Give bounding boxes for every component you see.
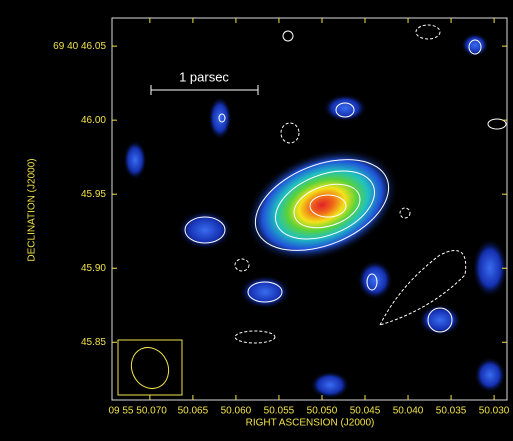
map-image: [123, 24, 507, 399]
beam-ellipse: [130, 347, 170, 389]
scale-bar-label: 1 parsec: [179, 69, 229, 84]
plot-frame: [111, 17, 508, 401]
y-tick-label: 45.85: [81, 337, 106, 348]
y-tick-label: 45.95: [81, 189, 106, 200]
y-axis-label: DECLINATION (J2000): [27, 158, 38, 261]
y-tick-label: 69 40 46.05: [53, 41, 106, 52]
x-tick-label: 50.035: [436, 406, 467, 417]
x-tick-label: 50.040: [393, 406, 424, 417]
x-axis-label: RIGHT ASCENSION (J2000): [246, 418, 375, 429]
x-tick-label: 50.055: [264, 406, 295, 417]
x-tick-label: 09 55 50.070: [108, 406, 167, 417]
x-tick-label: 50.065: [178, 406, 209, 417]
x-tick-label: 50.030: [479, 406, 510, 417]
x-tick-label: 50.050: [307, 406, 338, 417]
x-tick-label: 50.045: [350, 406, 381, 417]
y-tick-label: 46.00: [81, 115, 106, 126]
y-tick-label: 45.90: [81, 263, 106, 274]
x-tick-label: 50.060: [221, 406, 252, 417]
